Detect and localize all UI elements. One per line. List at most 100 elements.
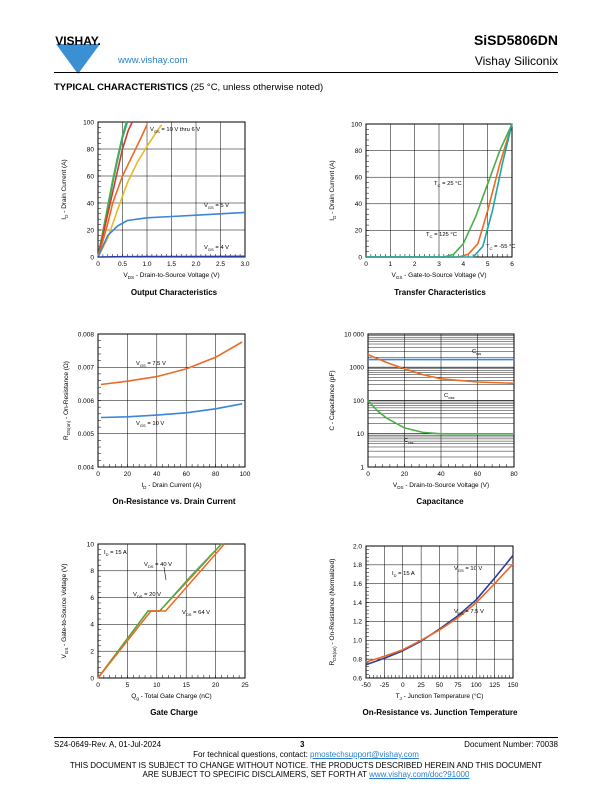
series-label-post: = 25 °C [440,181,461,187]
y-axis-label-main: R [329,660,336,665]
x-tick-label: 75 [454,682,462,689]
x-tick-label: 25 [418,682,426,689]
logo-text: VISHAY. [55,34,101,48]
series-label-main: V [454,566,458,572]
x-axis-label-post: - Drain-to-Source Voltage (V) [134,272,220,279]
series-label-post: = 7.5 V [464,609,484,615]
series-label-main: T [426,232,430,238]
series-label-post: = 4 V [214,245,229,251]
disclaimer-url-link[interactable]: www.vishay.com/doc?91000 [369,770,470,779]
y-tick-label: 0.6 [353,675,362,682]
series-label-main: V [150,127,154,133]
caption-output-characteristics: Output Characteristics [130,288,218,297]
caption-on-resistance-vs-junction-temperature: On-Resistance vs. Junction Temperature [362,708,518,717]
series-label-main: V [136,421,140,427]
y-tick-label: 1.6 [353,581,362,588]
chart-gate-charge: 0 5 10 15 20 25 0 2 4 6 8 10 Qg - Total Gate Charge … [61,541,249,701]
series-label-sub: DS [137,594,143,599]
series-label-post: = 7.5 V [146,361,166,367]
x-tick-label: 2 [413,261,417,268]
series-label-main: I [392,571,394,577]
x-axis-label-sub: DS [128,275,134,280]
caption-gate-charge: Gate Charge [150,708,198,717]
y-tick-label: 60 [87,173,95,180]
x-tick-label: 6 [510,261,514,268]
series-label: TC = 25 °C [434,181,462,188]
y-tick-label: 8 [90,568,94,575]
series-label: VGS = 7.5 V [136,361,166,368]
x-axis-label-main: V [393,482,398,489]
y-axis-label-sub: DS(on) [66,420,71,435]
y-tick-label: 80 [87,146,95,153]
x-axis-label-post: - Junction Temperature (°C) [402,692,484,700]
y-tick-label: 40 [355,201,363,208]
chart-on-resistance-vs-drain-current: 0 20 40 60 80 100 0.004 0.005 0.006 0.007 0.008 ID … [63,331,251,490]
y-axis-label: ID - Drain Current (A) [329,160,337,220]
chart-on-resistance-vs-junction-temperature: -50 -25 0 25 50 75 100 125 150 0.6 0.8 1.0 1.2 1.4 1.6… [329,543,519,701]
y-tick-label: 0 [90,254,94,261]
y-axis-label: ID - Drain Current (A) [61,159,69,219]
series-label-main: V [454,609,458,615]
x-tick-label: 50 [436,682,444,689]
y-axis-label-post: - Drain Current (A) [61,159,68,214]
series-label-sub: C [438,183,441,188]
section-heading: TYPICAL CHARACTERISTICS [54,82,188,93]
x-axis-label: VGS - Gate-to-Source Voltage (V) [391,272,486,280]
y-tick-label: 0 [358,254,362,261]
x-tick-label: 1.0 [142,261,151,268]
series-label-post: = -55 °C [492,244,515,250]
y-tick-label: 1.2 [353,619,362,626]
series-line [100,341,243,386]
support-email-link[interactable]: pmostechsupport@vishay.com [310,750,419,759]
series-label: Ciss [472,349,481,356]
x-tick-label: 20 [124,471,132,478]
website-link[interactable]: www.vishay.com [118,55,188,66]
y-tick-label: 80 [355,148,363,155]
x-tick-label: 40 [153,471,161,478]
x-tick-label: 2.5 [216,261,225,268]
y-tick-label: 4 [90,622,94,629]
y-tick-label: 100 [83,119,94,126]
series-label: VGS = 10 V [454,566,482,573]
series-label-sub: GS [140,363,146,368]
y-tick-label: 0.004 [78,464,95,471]
y-axis-label-post: - Gate-to-Source Voltage (V) [61,563,68,647]
x-tick-label: -25 [380,682,390,689]
series-label-sub: GS [458,568,464,573]
company-name: Vishay Siliconix [474,54,558,68]
series-label: TC = -55 °C [486,244,516,251]
series-line [367,399,514,435]
series-label-main: V [204,203,208,209]
series-label-sub: oss [448,395,454,400]
x-axis-label-sub: DS [397,485,403,490]
y-axis-label-main: C - Capacitance (pF) [329,370,336,430]
vishay-logo: VISHAY. [55,34,101,74]
x-tick-label: 5 [126,682,130,689]
series-label-post: = 40 V [154,562,173,568]
caption-on-resistance-vs-drain-current: On-Resistance vs. Drain Current [112,497,236,506]
y-tick-label: 60 [355,175,363,182]
x-tick-label: 0.5 [118,261,127,268]
series-label-sub: DS [186,612,192,617]
x-tick-label: 10 [153,682,161,689]
y-axis-label-sub: DS(on) [332,646,337,661]
x-tick-label: 2.0 [191,261,200,268]
label-leader-line [163,566,167,581]
x-axis-label-post: - Drain-to-Source Voltage (V) [404,482,490,489]
series-label-sub: GS [458,611,464,616]
series-label-sub: D [106,552,109,557]
series-label-main: C [472,349,476,355]
y-tick-label: 0.007 [78,365,95,372]
y-tick-label: 100 [351,121,362,128]
x-axis-label-post: - Drain Current (A) [146,482,201,489]
x-axis-label-sub: GS [396,275,403,280]
series-label: Crss [404,438,414,445]
y-tick-label: 1.8 [353,562,362,569]
y-tick-label: 0.8 [353,656,362,663]
series-label-sub: GS [154,129,160,134]
x-tick-label: 100 [240,471,251,478]
series-label: VDS = 20 V [133,592,161,599]
x-axis-label: VDS - Drain-to-Source Voltage (V) [123,272,219,280]
series-label-sub: iss [476,351,481,356]
